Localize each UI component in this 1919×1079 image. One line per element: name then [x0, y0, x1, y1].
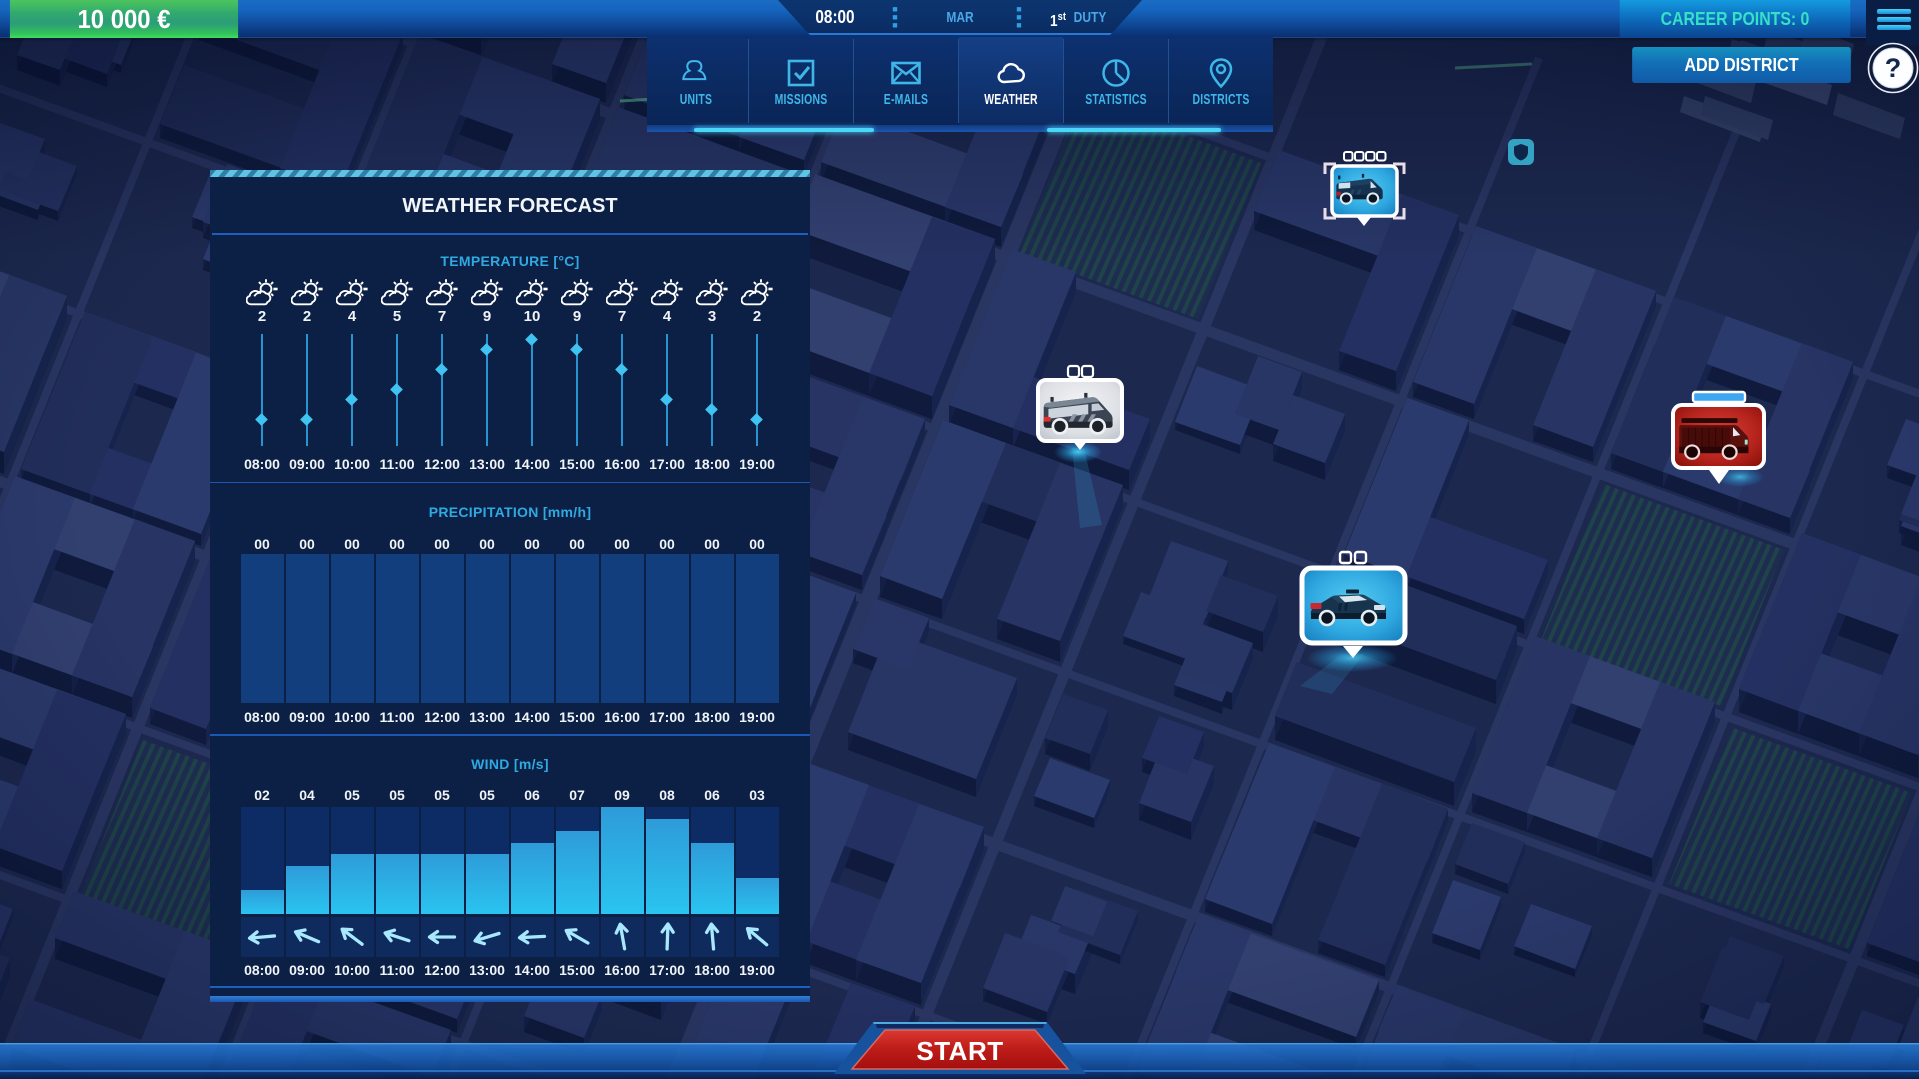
svg-text:START: START [916, 1036, 1003, 1066]
svg-text:?: ? [1885, 53, 1902, 83]
